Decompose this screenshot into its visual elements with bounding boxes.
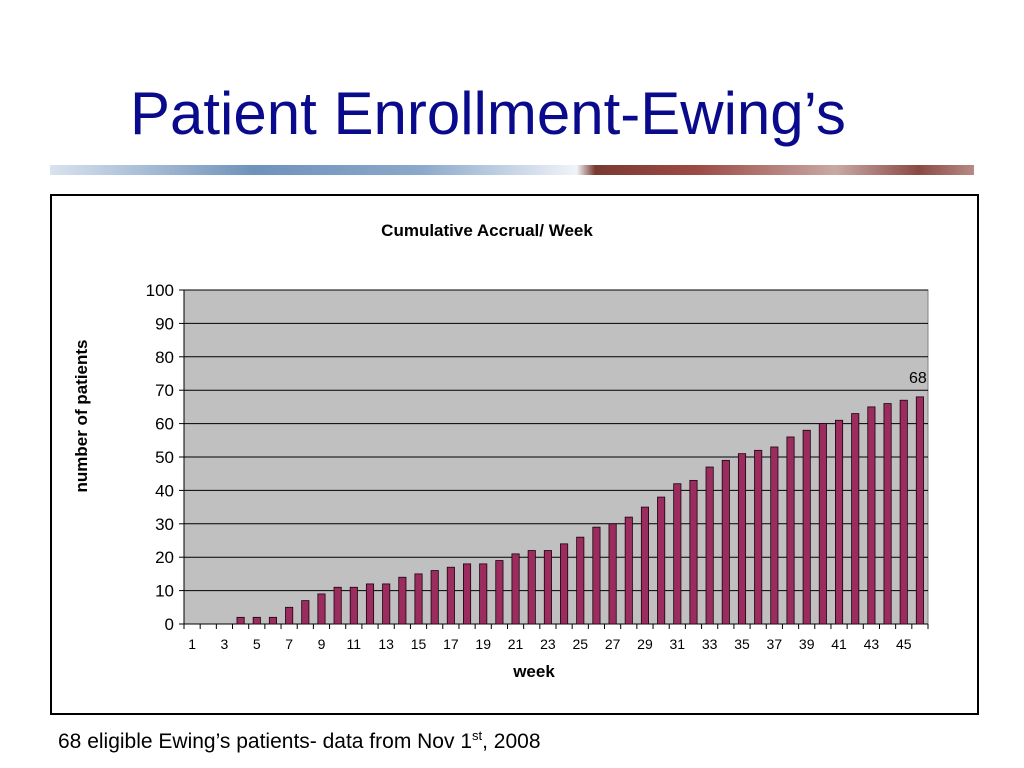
bar-week-5 xyxy=(252,616,261,625)
bar-week-15 xyxy=(414,573,423,625)
bar-week-17 xyxy=(446,566,455,625)
bar-week-39 xyxy=(802,429,811,625)
bar-week-38 xyxy=(786,436,795,625)
slide-title: Patient Enrollment-Ewing’s xyxy=(130,80,846,147)
y-tick-label: 90 xyxy=(155,314,174,333)
bar-week-25 xyxy=(576,536,585,625)
footnote-date: , 2008 xyxy=(482,730,541,753)
bar-week-40 xyxy=(818,423,827,625)
x-tick-label: 11 xyxy=(347,636,362,652)
chart-frame: Cumulative Accrual/ Week number of patie… xyxy=(50,194,979,715)
x-tick-label: 31 xyxy=(670,636,686,652)
x-tick-label: 19 xyxy=(475,636,491,652)
bar-week-36 xyxy=(754,449,763,625)
bar-week-26 xyxy=(592,526,601,625)
y-tick-label: 10 xyxy=(155,582,174,601)
bar-week-14 xyxy=(398,576,407,625)
bar-week-16 xyxy=(430,570,439,625)
data-label-final: 68 xyxy=(909,370,927,387)
bar-week-31 xyxy=(673,483,682,625)
x-tick-label: 13 xyxy=(378,636,394,652)
bar-week-22 xyxy=(527,550,536,625)
y-tick-label: 70 xyxy=(155,381,174,400)
bar-week-43 xyxy=(867,406,876,625)
x-tick-label: 35 xyxy=(734,636,750,652)
y-tick-label: 50 xyxy=(155,448,174,467)
bar-week-7 xyxy=(285,606,294,625)
x-tick-label: 41 xyxy=(831,636,847,652)
bar-week-24 xyxy=(560,543,569,625)
bar-week-30 xyxy=(657,496,666,625)
x-tick-label: 29 xyxy=(637,636,653,652)
title-divider xyxy=(50,165,974,175)
bar-week-10 xyxy=(333,586,342,625)
bar-week-32 xyxy=(689,479,698,625)
bar-week-19 xyxy=(479,563,488,625)
chart-title: Cumulative Accrual/ Week xyxy=(381,221,593,240)
x-tick-label: 17 xyxy=(443,636,459,652)
x-tick-label: 27 xyxy=(605,636,621,652)
bar-week-45 xyxy=(899,399,908,625)
bar-week-13 xyxy=(382,583,391,625)
bar-week-33 xyxy=(705,466,714,625)
bar-week-11 xyxy=(349,586,358,625)
x-tick-label: 9 xyxy=(318,636,326,652)
bar-week-12 xyxy=(365,583,375,625)
x-tick-label: 45 xyxy=(896,636,912,652)
y-tick-label: 0 xyxy=(165,615,174,634)
bar-week-4 xyxy=(236,616,245,625)
x-tick-label: 5 xyxy=(253,636,261,652)
accrual-chart: Cumulative Accrual/ Week number of patie… xyxy=(72,221,929,681)
x-tick-label: 21 xyxy=(508,636,524,652)
y-tick-label: 80 xyxy=(155,348,174,367)
bar-week-8 xyxy=(301,600,310,625)
y-tick-label: 60 xyxy=(155,415,174,434)
x-tick-label: 43 xyxy=(864,636,880,652)
bar-week-37 xyxy=(770,446,779,625)
bar-week-34 xyxy=(721,459,730,625)
x-tick-label: 15 xyxy=(411,636,427,652)
y-tick-label: 30 xyxy=(155,515,174,534)
bar-week-44 xyxy=(883,403,892,625)
y-tick-label: 20 xyxy=(155,548,174,567)
x-tick-label: 1 xyxy=(188,636,196,652)
x-tick-label: 23 xyxy=(540,636,556,652)
x-tick-label: 33 xyxy=(702,636,718,652)
bar-week-6 xyxy=(268,616,277,625)
x-tick-label: 37 xyxy=(767,636,783,652)
y-tick-label: 100 xyxy=(146,281,174,300)
x-tick-label: 39 xyxy=(799,636,815,652)
bar-week-23 xyxy=(543,550,552,625)
footnote-superscript: st xyxy=(472,728,483,743)
bar-week-46 xyxy=(915,396,924,625)
y-tick-label: 40 xyxy=(155,481,174,500)
bar-week-9 xyxy=(317,593,326,625)
bar-week-27 xyxy=(608,523,617,625)
bar-week-18 xyxy=(463,563,472,625)
bar-week-42 xyxy=(851,413,860,625)
x-tick-label: 25 xyxy=(572,636,588,652)
bar-week-35 xyxy=(737,453,747,625)
x-tick-label: 3 xyxy=(221,636,229,652)
x-axis-label: week xyxy=(512,662,555,681)
bar-week-28 xyxy=(624,516,633,625)
footnote: 68 eligible Ewing’s patients- data from … xyxy=(58,728,541,754)
y-axis-label: number of patients xyxy=(72,339,91,492)
bar-week-20 xyxy=(495,560,504,625)
bar-week-21 xyxy=(511,553,520,625)
footnote-text: 68 eligible Ewing’s patients- data from … xyxy=(58,730,473,753)
bar-week-29 xyxy=(640,506,649,625)
x-tick-label: 7 xyxy=(285,636,293,652)
bar-week-41 xyxy=(835,419,844,625)
